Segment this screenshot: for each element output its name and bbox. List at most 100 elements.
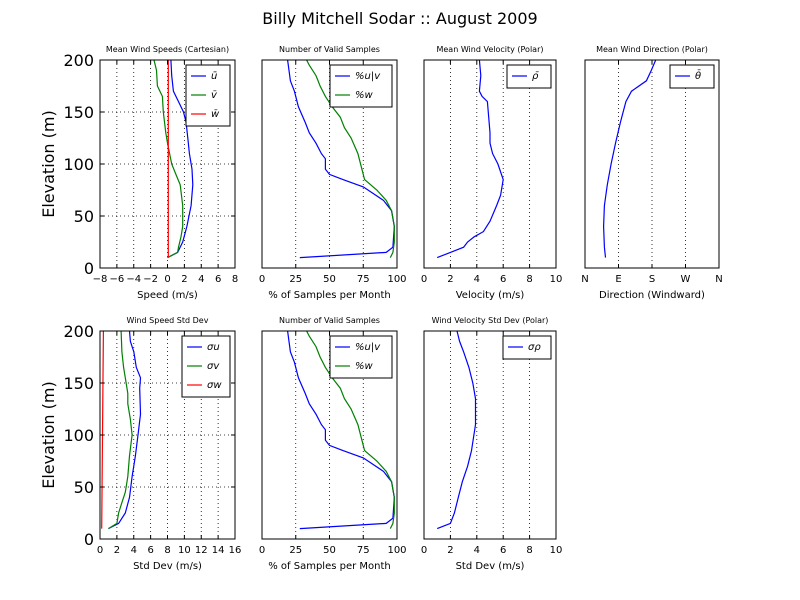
x-axis-label: Std Dev (m/s)	[133, 561, 202, 572]
x-tick-label: 50	[323, 274, 336, 285]
x-tick-label: 6	[500, 274, 506, 285]
x-tick-label: 25	[289, 274, 302, 285]
x-tick-label: 8	[164, 545, 170, 556]
x-tick-label: 6	[500, 545, 506, 556]
y-tick-label: 150	[63, 374, 94, 393]
series-line-p5-1	[108, 330, 133, 530]
legend: ū v̄ w̄	[185, 64, 231, 127]
x-axis-label: % of Samples per Month	[268, 290, 391, 301]
x-tick-label: 100	[387, 274, 406, 285]
axes-frame	[423, 330, 557, 540]
y-tick-label: 150	[63, 103, 94, 122]
figure-title: Billy Mitchell Sodar :: August 2009	[262, 9, 537, 28]
legend-label: %w	[355, 90, 374, 101]
legend-label: %w	[355, 361, 374, 372]
x-tick-label: 2	[447, 545, 453, 556]
x-tick-label: 100	[387, 545, 406, 556]
x-axis-label: Speed (m/s)	[137, 290, 198, 301]
x-tick-label: 8	[232, 274, 238, 285]
legend-label: %u|v	[355, 342, 381, 353]
legend: σρ	[502, 335, 552, 360]
x-tick-label: 10	[550, 274, 563, 285]
x-tick-label: 6	[215, 274, 221, 285]
x-tick-label: −4	[126, 274, 141, 285]
x-tick-label: N	[581, 274, 588, 285]
legend-label: σw	[207, 380, 222, 391]
legend: ρ̄	[506, 64, 552, 89]
y-tick-label: 200	[63, 51, 94, 70]
legend-box	[329, 64, 393, 108]
x-tick-label: E	[615, 274, 621, 285]
x-tick-label: 0	[259, 545, 265, 556]
x-tick-label: 2	[181, 274, 187, 285]
subplot-p4: N E S W N Mean Wind Direction (Polar) Directio…	[581, 45, 722, 301]
x-tick-label: 10	[178, 545, 191, 556]
x-axis-label: Std Dev (m/s)	[456, 561, 525, 572]
y-tick-label: 100	[63, 155, 94, 174]
x-tick-label: 4	[131, 545, 137, 556]
subplot-p7: 0 2 4 6 8 10 Wind Velocity Std Dev (Polar) Std …	[421, 316, 563, 572]
x-tick-label: N	[715, 274, 722, 285]
x-tick-label: 10	[550, 545, 563, 556]
subplot-title: Wind Speed Std Dev	[127, 316, 209, 325]
legend: %u|v %w	[329, 64, 393, 108]
x-tick-label: S	[649, 274, 655, 285]
series-line-p1-1	[153, 59, 184, 259]
y-tick-label: 200	[63, 322, 94, 341]
x-tick-label: 14	[212, 545, 225, 556]
x-tick-label: −2	[143, 274, 158, 285]
x-tick-label: 4	[474, 274, 480, 285]
series-line-p7-0	[436, 330, 477, 530]
x-tick-label: 50	[323, 545, 336, 556]
series-line-p4-0	[602, 59, 657, 258]
series-line-p6-1	[306, 330, 395, 529]
legend-label: v̄	[211, 90, 218, 101]
axes-frame	[423, 59, 557, 269]
legend-label: σv	[207, 361, 220, 372]
x-tick-label: 0	[164, 274, 170, 285]
legend-box	[506, 64, 552, 89]
x-tick-label: 4	[474, 545, 480, 556]
legend-label: σρ	[528, 342, 541, 353]
legend-label: w̄	[211, 109, 220, 120]
y-tick-label: 0	[84, 259, 94, 278]
subplot-title: Wind Velocity Std Dev (Polar)	[432, 316, 549, 325]
x-tick-label: 75	[357, 545, 370, 556]
subplot-title: Number of Valid Samples	[279, 316, 380, 325]
legend-box	[669, 64, 715, 89]
series-line-p2-1	[306, 59, 395, 258]
x-tick-label: 0	[421, 545, 427, 556]
subplot-title: Mean Wind Direction (Polar)	[596, 45, 708, 54]
subplot-title: Mean Wind Speeds (Cartesian)	[106, 45, 229, 54]
legend-label: %u|v	[355, 71, 381, 82]
x-axis-label: Velocity (m/s)	[456, 290, 525, 301]
x-tick-label: 4	[198, 274, 204, 285]
x-tick-label: 16	[229, 545, 242, 556]
legend: %u|v %w	[329, 335, 393, 379]
y-axis-label: Elevation (m)	[39, 110, 58, 217]
series-line-p5-0	[108, 330, 142, 530]
x-tick-label: 0	[97, 545, 103, 556]
legend: θ̄	[669, 64, 715, 89]
series-line-p5-2	[101, 330, 104, 529]
series-line-p1-0	[167, 59, 194, 259]
y-tick-label: 50	[74, 478, 94, 497]
x-tick-label: 12	[195, 545, 208, 556]
x-tick-label: W	[681, 274, 691, 285]
x-axis-label: Direction (Windward)	[599, 290, 705, 301]
x-tick-label: 8	[526, 274, 532, 285]
subplot-title: Mean Wind Velocity (Polar)	[436, 45, 543, 54]
x-tick-label: 2	[114, 545, 120, 556]
subplot-p3: 0 2 4 6 8 10 Mean Wind Velocity (Polar) Velocit…	[421, 45, 563, 301]
x-tick-label: 0	[259, 274, 265, 285]
y-tick-label: 0	[84, 530, 94, 549]
legend-label: ρ̄	[532, 71, 539, 82]
subplot-title: Number of Valid Samples	[279, 45, 380, 54]
x-tick-label: 0	[421, 274, 427, 285]
x-tick-label: −6	[110, 274, 125, 285]
x-tick-label: 75	[357, 274, 370, 285]
legend-box	[502, 335, 552, 360]
